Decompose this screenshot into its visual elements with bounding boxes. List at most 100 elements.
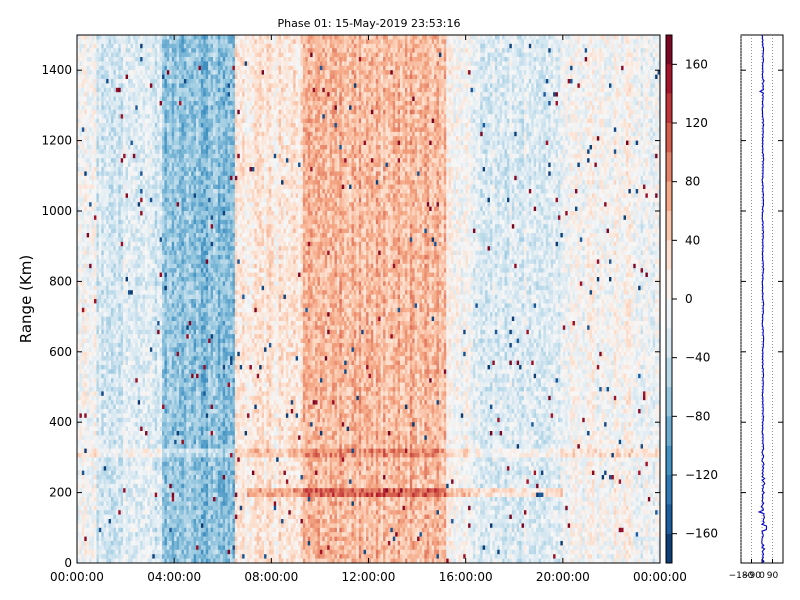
heatmap-cell	[162, 307, 165, 313]
heatmap-cell	[86, 448, 90, 454]
heatmap-cell	[118, 105, 121, 111]
heatmap-cell	[101, 197, 104, 203]
heatmap-cell	[96, 382, 100, 388]
heatmap-cell	[115, 145, 119, 150]
heatmap-cell	[128, 105, 131, 111]
heatmap-cell	[89, 43, 92, 49]
heatmap-cell	[91, 554, 95, 559]
heatmap-cell	[169, 307, 172, 313]
heatmap-cell	[157, 431, 160, 436]
heatmap-cell	[108, 497, 112, 502]
heatmap-cell	[86, 360, 90, 366]
heatmap-cell	[111, 426, 114, 432]
heatmap-cell	[98, 334, 102, 339]
heatmap-cell	[135, 189, 138, 194]
heatmap-cell	[166, 532, 170, 537]
heatmap-cell	[174, 281, 177, 287]
heatmap-cell	[142, 123, 146, 128]
heatmap-cell	[166, 184, 170, 190]
heatmap-cell	[91, 492, 95, 498]
heatmap-cell	[113, 510, 117, 515]
heatmap-cell	[91, 523, 95, 529]
heatmap-cell	[106, 136, 109, 141]
heatmap-cell	[132, 426, 136, 432]
heatmap-cell	[137, 351, 141, 357]
heatmap-cell	[149, 79, 153, 84]
heatmap-cell	[149, 215, 153, 221]
heatmap-cell	[152, 497, 155, 502]
heatmap-cell	[145, 510, 148, 515]
heatmap-cell	[89, 250, 92, 256]
heatmap-cell	[115, 83, 119, 89]
heatmap-cell	[145, 417, 148, 423]
heatmap-cell	[128, 527, 131, 533]
heatmap-cell	[113, 483, 117, 489]
heatmap-cell	[164, 48, 168, 53]
heatmap-cell	[81, 321, 85, 326]
heatmap-cell	[137, 307, 141, 313]
heatmap-cell	[142, 492, 146, 498]
heatmap-cell	[103, 329, 107, 335]
heatmap-cell	[123, 211, 126, 216]
heatmap-cell	[125, 510, 129, 515]
heatmap-cell	[152, 109, 155, 115]
heatmap-cell	[125, 215, 129, 221]
heatmap-cell	[149, 479, 153, 485]
heatmap-cell	[103, 554, 107, 559]
heatmap-cell	[147, 369, 151, 375]
heatmap-cell	[159, 307, 163, 313]
heatmap-cell	[111, 228, 114, 234]
heatmap-cell	[98, 180, 102, 185]
heatmap-cell	[111, 351, 114, 357]
heatmap-cell	[137, 96, 141, 102]
heatmap-cell	[84, 470, 87, 476]
heatmap-cell	[91, 470, 95, 476]
heatmap-cell	[142, 127, 146, 133]
heatmap-cell	[145, 65, 148, 71]
heatmap-cell	[115, 237, 119, 243]
heatmap-cell	[98, 475, 102, 480]
heatmap-cell	[171, 541, 175, 546]
heatmap-cell	[169, 167, 172, 172]
heatmap-cell	[162, 470, 165, 476]
heatmap-cell	[77, 426, 80, 432]
heatmap-cell	[171, 153, 175, 159]
heatmap-cell	[108, 153, 112, 159]
heatmap-cell	[91, 347, 95, 353]
heatmap-cell	[142, 211, 146, 216]
heatmap-cell	[152, 290, 155, 295]
heatmap-cell	[130, 246, 134, 251]
heatmap-cell	[120, 404, 124, 410]
heatmap-cell	[94, 272, 97, 278]
heatmap-cell	[159, 492, 163, 498]
heatmap-cell	[162, 479, 165, 485]
heatmap-cell	[147, 206, 151, 212]
heatmap-cell	[145, 153, 148, 159]
heatmap-cell	[77, 435, 80, 441]
heatmap-cell	[77, 237, 80, 243]
heatmap-cell	[164, 215, 168, 221]
heatmap-cell	[154, 391, 158, 397]
heatmap-cell	[128, 351, 131, 357]
heatmap-cell	[79, 294, 83, 300]
heatmap-cell	[113, 497, 117, 502]
heatmap-cell	[169, 268, 172, 273]
heatmap-cell	[108, 61, 112, 67]
heatmap-cell	[118, 39, 121, 45]
heatmap-cell	[94, 180, 97, 185]
heatmap-cell	[108, 475, 112, 480]
heatmap-cell	[152, 61, 155, 67]
heatmap-cell	[89, 294, 92, 300]
heatmap-cell	[94, 131, 97, 137]
heatmap-cell	[152, 461, 155, 467]
heatmap-cell	[118, 241, 121, 247]
heatmap-cell	[94, 43, 97, 49]
heatmap-cell	[89, 501, 92, 507]
heatmap-cell	[162, 373, 165, 379]
heatmap-cell	[147, 457, 151, 463]
heatmap-cell	[137, 127, 141, 133]
heatmap-cell	[101, 149, 104, 155]
heatmap-cell	[154, 290, 158, 295]
heatmap-cell	[91, 382, 95, 388]
heatmap-cell	[147, 255, 151, 260]
